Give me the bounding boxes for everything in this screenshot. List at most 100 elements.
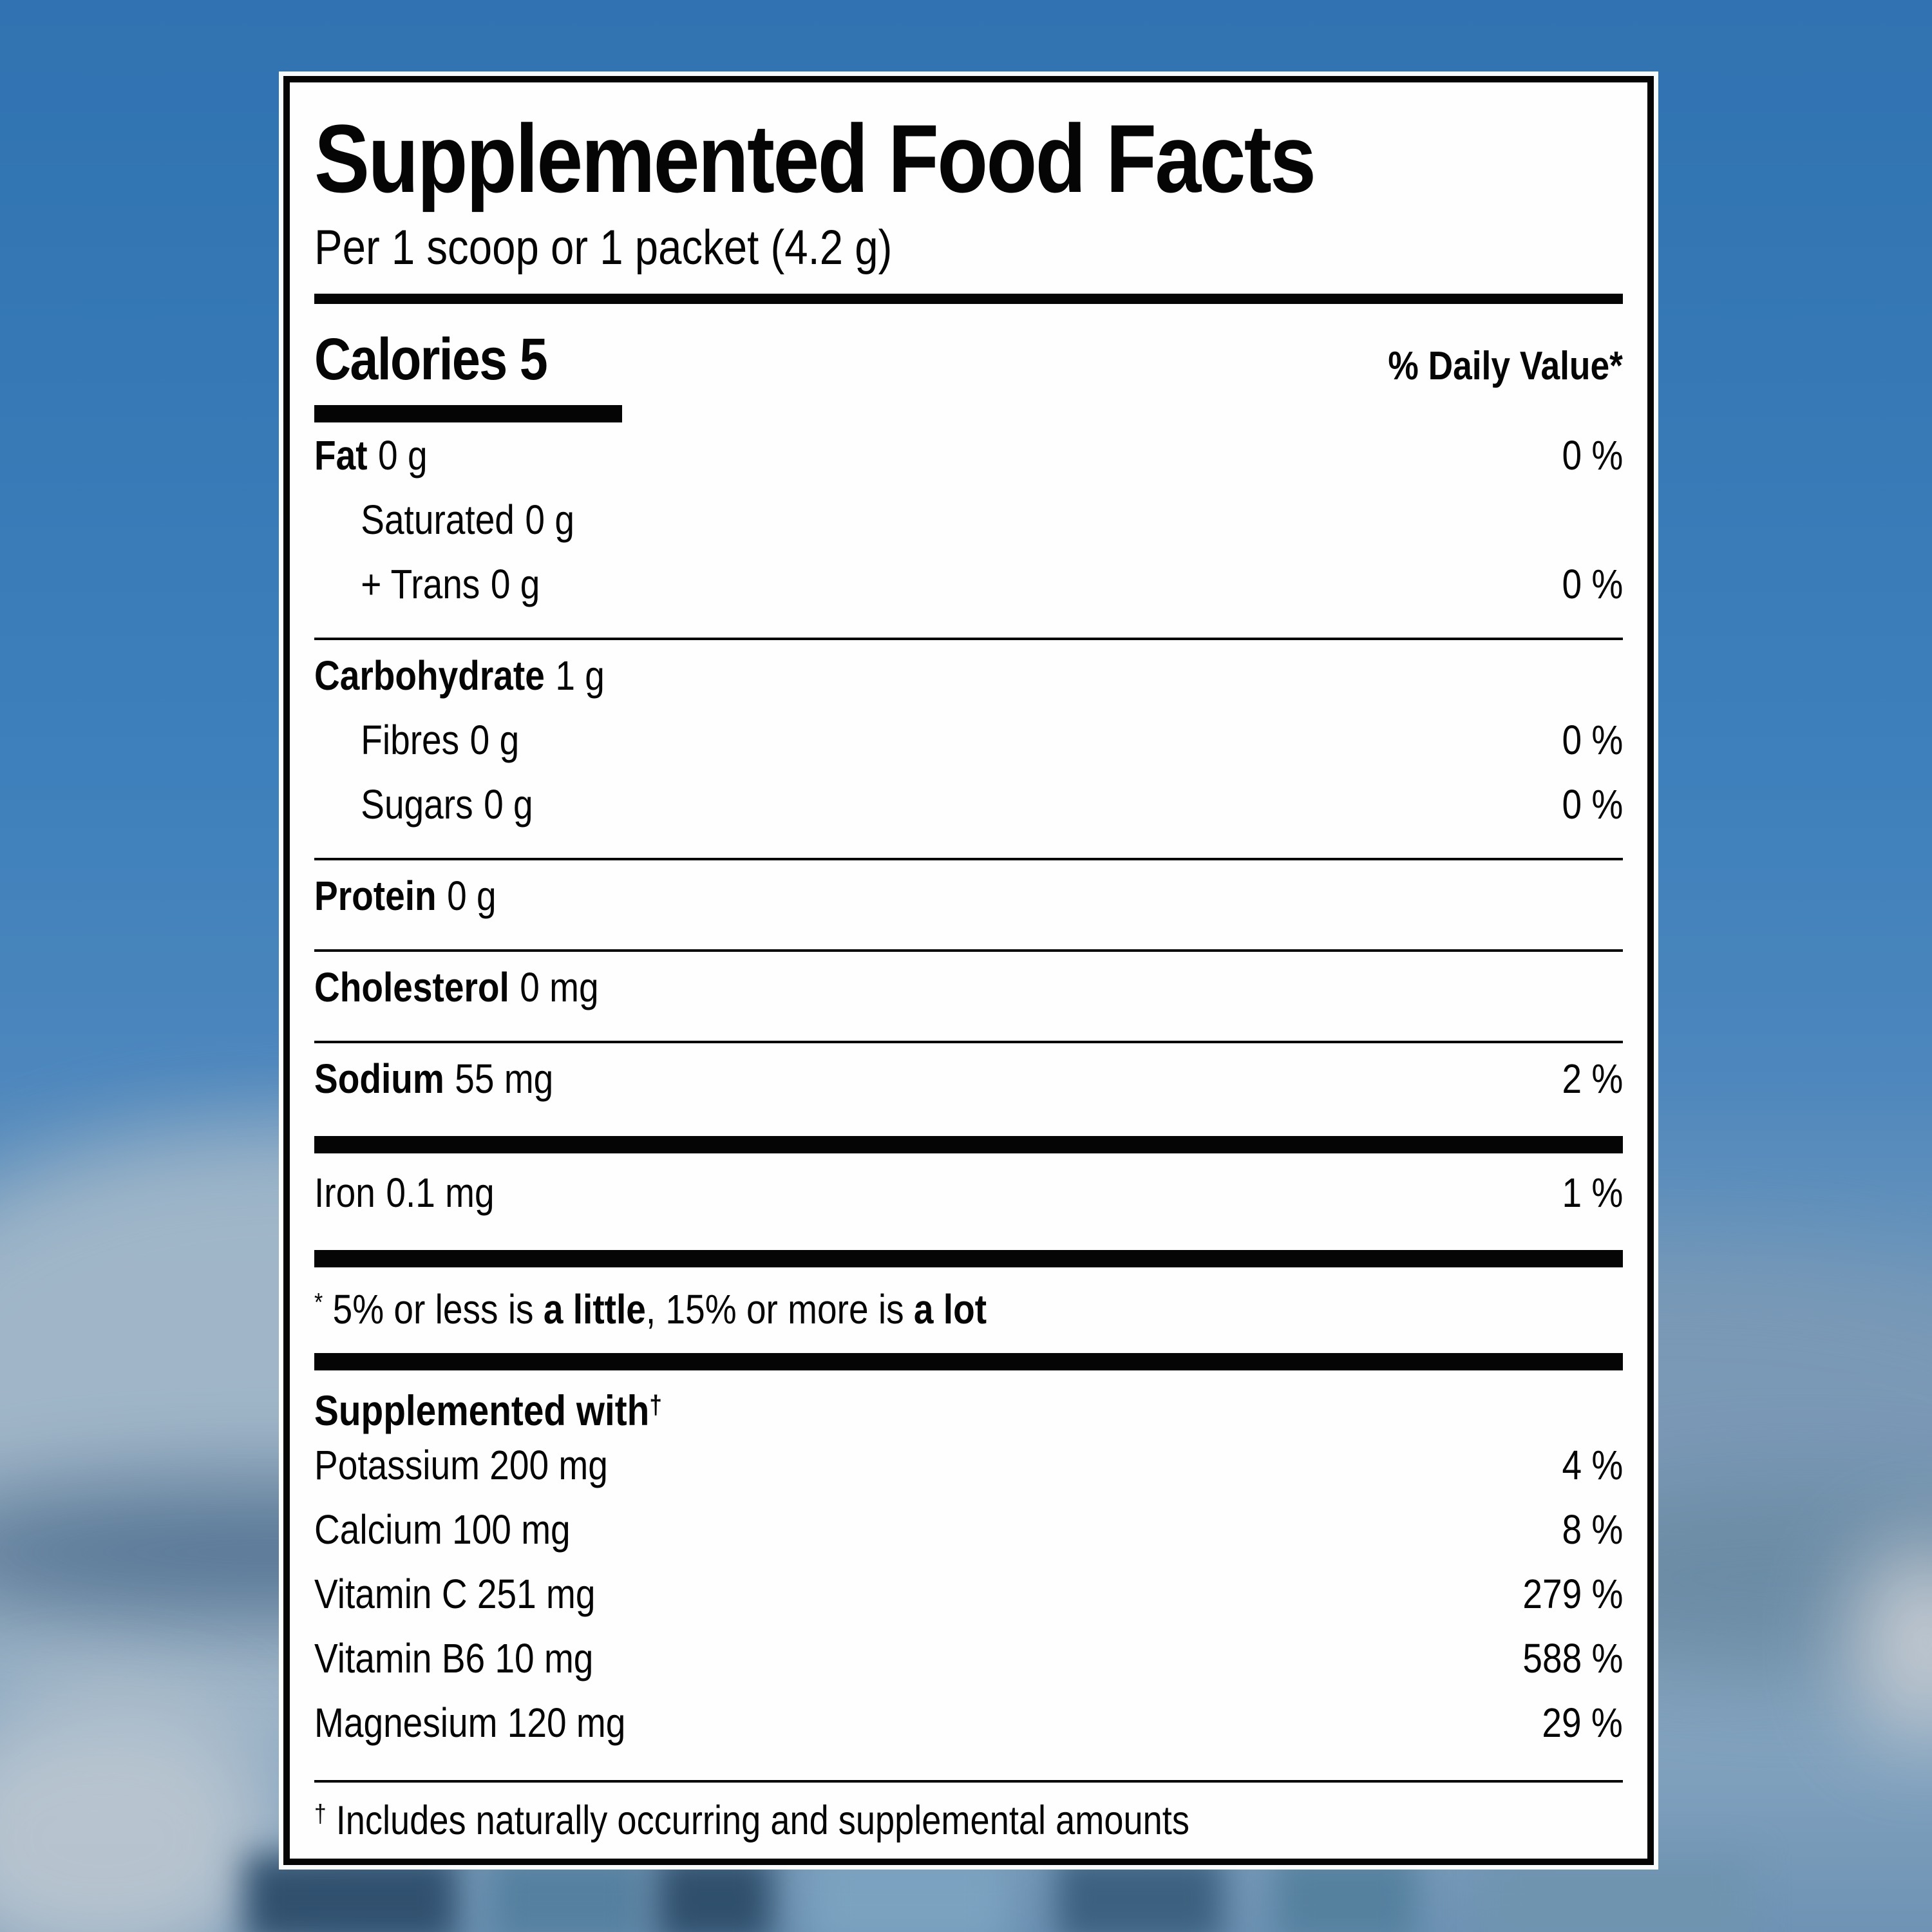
supplement-dv: 588 % bbox=[1522, 1635, 1623, 1682]
divider-heavy bbox=[314, 294, 1623, 305]
supplement-name: Magnesium 120 mg bbox=[314, 1700, 626, 1747]
nutrient-row-sugars: Sugars 0 g 0 % bbox=[314, 781, 1623, 845]
nutrient-row-cholesterol: Cholesterol 0 mg bbox=[314, 963, 1623, 1028]
background-blur-shape bbox=[1056, 1855, 1224, 1932]
daily-value-footnote: * 5% or less is a little, 15% or more is… bbox=[314, 1283, 1623, 1336]
supplement-row-magnesium: Magnesium 120 mg 29 % bbox=[314, 1699, 1623, 1763]
supplemented-food-facts-label: Supplemented Food Facts Per 1 scoop or 1… bbox=[279, 71, 1658, 1870]
nutrient-amount: 0 g bbox=[469, 717, 520, 764]
calories-row: Calories 5 % Daily Value* bbox=[314, 326, 1623, 393]
nutrient-name: Sugars 0 g bbox=[314, 781, 533, 828]
nutrient-dv: 2 % bbox=[1562, 1056, 1623, 1103]
nutrient-dv: 1 % bbox=[1562, 1170, 1623, 1217]
nutrient-name: Fibres 0 g bbox=[314, 716, 519, 764]
nutrient-row-fibres: Fibres 0 g 0 % bbox=[314, 716, 1623, 781]
supplemented-with-text: Supplemented with† bbox=[314, 1386, 662, 1435]
nutrient-name-text: Iron bbox=[314, 1170, 375, 1217]
nutrient-amount: 0.1 mg bbox=[386, 1170, 495, 1217]
label-title-text: Supplemented Food Facts bbox=[314, 104, 1316, 213]
nutrient-row-sodium: Sodium 55 mg 2 % bbox=[314, 1055, 1623, 1119]
supplement-row-calcium: Calcium 100 mg 8 % bbox=[314, 1506, 1623, 1570]
background-blur-shape bbox=[489, 1855, 644, 1932]
supplement-name: Vitamin C 251 mg bbox=[314, 1571, 596, 1618]
divider-thin bbox=[314, 949, 1623, 952]
nutrient-row-carbohydrate: Carbohydrate 1 g bbox=[314, 652, 1623, 716]
nutrient-row-iron: Iron 0.1 mg 1 % bbox=[314, 1169, 1623, 1233]
supplement-note: † Includes naturally occurring and suppl… bbox=[314, 1795, 1623, 1846]
supplemented-with-heading: Supplemented with† bbox=[314, 1386, 1623, 1435]
nutrient-row-saturated: Saturated 0 g bbox=[314, 496, 1623, 560]
asterisk-marker: * bbox=[314, 1288, 323, 1317]
divider-thin bbox=[314, 1780, 1623, 1783]
nutrient-name-text: Cholesterol bbox=[314, 964, 509, 1011]
nutrient-name: Iron 0.1 mg bbox=[314, 1169, 495, 1217]
nutrient-amount: 0 g bbox=[447, 873, 497, 920]
daily-value-header: % Daily Value* bbox=[1388, 344, 1623, 389]
background-blur-shape bbox=[0, 1700, 283, 1932]
nutrient-amount: 0 mg bbox=[520, 964, 599, 1011]
heading-text: Supplemented with bbox=[314, 1387, 650, 1435]
nutrient-dv: 0 % bbox=[1562, 781, 1623, 828]
nutrient-dv: 0 % bbox=[1562, 432, 1623, 479]
nutrient-name: + Trans 0 g bbox=[314, 560, 540, 608]
serving-size-text: Per 1 scoop or 1 packet (4.2 g) bbox=[314, 220, 893, 275]
nutrient-amount: 0 g bbox=[378, 432, 428, 479]
nutrient-name-text: Carbohydrate bbox=[314, 652, 545, 699]
nutrient-name-text: Sugars bbox=[361, 781, 473, 828]
background-blur-shape bbox=[657, 1855, 773, 1932]
nutrient-amount: 0 g bbox=[490, 561, 540, 608]
supplement-dv: 279 % bbox=[1522, 1571, 1623, 1618]
nutrient-name: Cholesterol 0 mg bbox=[314, 963, 599, 1011]
nutrient-name-text: Sodium bbox=[314, 1056, 444, 1103]
nutrient-rows: Fat 0 g 0 % Saturated 0 g + Trans 0 g 0 % C… bbox=[314, 431, 1623, 1268]
nutrient-amount: 0 g bbox=[525, 497, 574, 544]
nutrient-amount: 1 g bbox=[555, 652, 605, 699]
nutrient-name-text: Fat bbox=[314, 432, 368, 479]
nutrient-row-trans: + Trans 0 g 0 % bbox=[314, 560, 1623, 625]
background-blur-shape bbox=[1275, 1855, 1417, 1932]
nutrient-amount: 0 g bbox=[484, 781, 533, 828]
nutrient-name: Sodium 55 mg bbox=[314, 1055, 553, 1103]
supplement-name: Vitamin B6 10 mg bbox=[314, 1635, 594, 1682]
nutrient-row-fat: Fat 0 g 0 % bbox=[314, 431, 1623, 496]
nutrient-name: Fat 0 g bbox=[314, 431, 428, 479]
supplement-row-vitamin-b6: Vitamin B6 10 mg 588 % bbox=[314, 1634, 1623, 1699]
nutrient-name-text: Saturated bbox=[361, 497, 515, 544]
calories-label: Calories 5 bbox=[314, 327, 548, 393]
supplement-name: Calcium 100 mg bbox=[314, 1506, 571, 1553]
divider-thick bbox=[314, 1250, 1623, 1268]
nutrient-name: Carbohydrate 1 g bbox=[314, 652, 605, 699]
divider-thin bbox=[314, 638, 1623, 641]
supplement-dv: 29 % bbox=[1542, 1700, 1623, 1747]
footnote-part: 5% or less is bbox=[332, 1286, 544, 1333]
background-blur-shape bbox=[811, 1855, 1005, 1932]
footnote-bold: a lot bbox=[913, 1286, 987, 1333]
footnote-text: * 5% or less is a little, 15% or more is… bbox=[314, 1283, 987, 1336]
supplement-dv: 8 % bbox=[1562, 1506, 1623, 1553]
nutrient-name: Saturated 0 g bbox=[314, 496, 574, 544]
supplement-row-potassium: Potassium 200 mg 4 % bbox=[314, 1441, 1623, 1506]
divider-thin bbox=[314, 1041, 1623, 1044]
dagger-marker: † bbox=[314, 1800, 327, 1828]
background-blur-shape bbox=[1481, 1855, 1752, 1932]
background-blur-shape bbox=[245, 1855, 457, 1932]
supplement-row-vitamin-c: Vitamin C 251 mg 279 % bbox=[314, 1570, 1623, 1634]
nutrient-name-text: Fibres bbox=[361, 717, 460, 764]
nutrient-name: Protein 0 g bbox=[314, 872, 497, 920]
nutrient-dv: 0 % bbox=[1562, 717, 1623, 764]
calories-underline-bar bbox=[314, 405, 622, 423]
label-title: Supplemented Food Facts bbox=[314, 109, 1623, 208]
supplement-note-text: † Includes naturally occurring and suppl… bbox=[314, 1795, 1189, 1846]
nutrient-dv: 0 % bbox=[1562, 561, 1623, 608]
supplement-rows: Potassium 200 mg 4 % Calcium 100 mg 8 % … bbox=[314, 1441, 1623, 1763]
note-text: Includes naturally occurring and supplem… bbox=[336, 1798, 1189, 1844]
divider-thick bbox=[314, 1136, 1623, 1154]
nutrient-amount: 55 mg bbox=[455, 1056, 554, 1103]
dagger-marker: † bbox=[649, 1390, 662, 1420]
supplement-dv: 4 % bbox=[1562, 1442, 1623, 1489]
footnote-bold: a little bbox=[543, 1286, 646, 1333]
footnote-part: , 15% or more is bbox=[645, 1286, 914, 1333]
divider-thick bbox=[314, 1353, 1623, 1371]
divider-thin bbox=[314, 858, 1623, 861]
serving-size: Per 1 scoop or 1 packet (4.2 g) bbox=[314, 218, 1623, 277]
